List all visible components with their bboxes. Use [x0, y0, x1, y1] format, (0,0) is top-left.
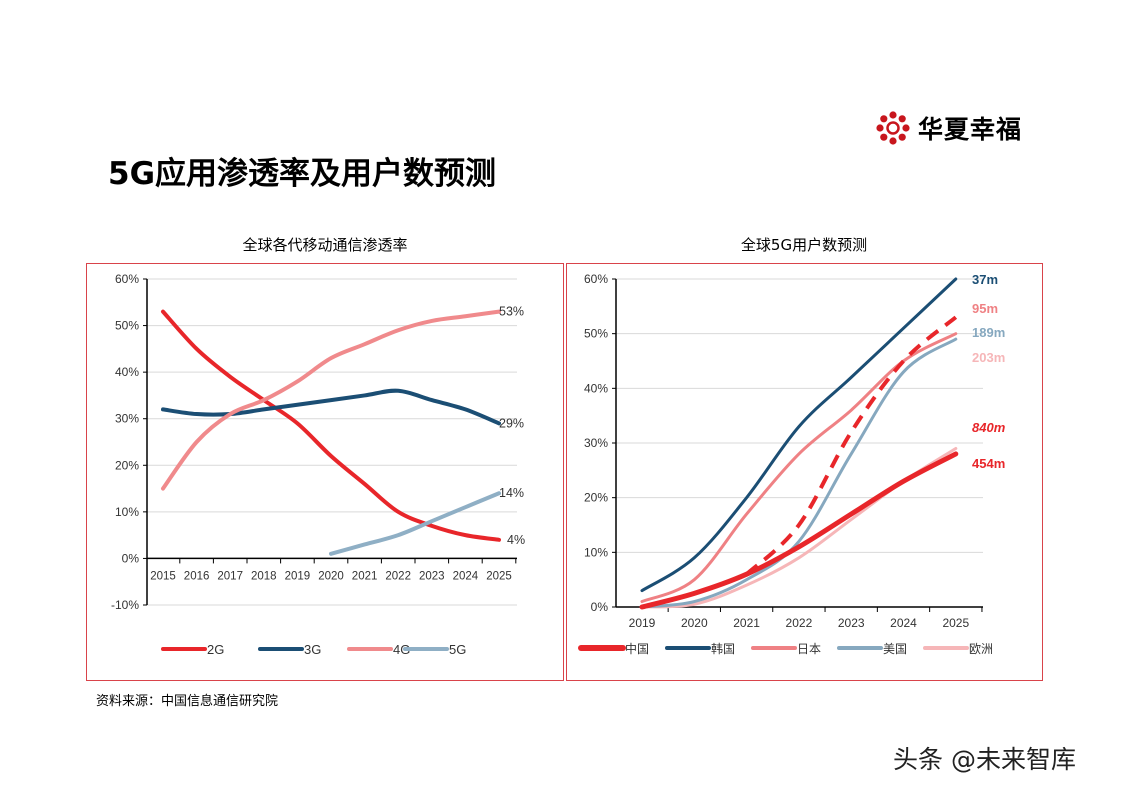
- source-note: 资料来源：中国信息通信研究院: [96, 694, 279, 709]
- series-line-2G: [161, 309, 501, 542]
- x-tick-label: 2017: [217, 570, 243, 582]
- x-tick-label: 2025: [942, 616, 969, 630]
- series-line-5G: [329, 491, 501, 556]
- chart-penetration: -10% 0% 10% 20% 30% 40% 50% 60% 2015 2016 2017 2018…: [86, 263, 564, 681]
- x-tick-label: 2021: [352, 570, 378, 582]
- y-tick-label: 40%: [584, 381, 608, 395]
- y-tick-label: 60%: [115, 272, 139, 286]
- y-tick-label: 50%: [584, 327, 608, 341]
- watermark: 头条 @未来智库: [893, 745, 1076, 774]
- x-tick-label: 2020: [681, 616, 708, 630]
- legend-label-中国: 中国: [625, 641, 649, 656]
- series-line-3G: [161, 388, 501, 426]
- legend-label-日本: 日本: [797, 642, 821, 656]
- end-label: 203m: [972, 350, 1005, 365]
- x-tick-label: 2019: [629, 616, 656, 630]
- x-tick-label: 2022: [786, 616, 813, 630]
- series-line-forecast: [745, 315, 958, 576]
- legend-label-4G: 4G: [393, 642, 410, 657]
- x-tick-label: 2019: [285, 570, 311, 582]
- chart-penetration-svg: -10% 0% 10% 20% 30% 40% 50% 60% 2015 2016 2017 2018…: [111, 272, 525, 657]
- y-tick-label: 10%: [115, 505, 139, 519]
- chart-title-penetration: 全球各代移动通信渗透率: [242, 236, 408, 254]
- x-tick-label: 2020: [318, 570, 344, 582]
- legend-label-2G: 2G: [207, 642, 224, 657]
- series-line-韩国: [640, 277, 958, 593]
- logo: 华夏幸福: [876, 110, 1022, 146]
- legend-label-美国: 美国: [883, 642, 907, 656]
- x-tick-label: 2023: [419, 570, 445, 582]
- chart-5g-users-svg: 0% 10% 20% 30% 40% 50% 60% 2019 2020 2021 2022 2023…: [578, 272, 1006, 656]
- x-tick-label: 2016: [184, 570, 210, 582]
- series-line-美国: [640, 337, 958, 609]
- y-tick-label: 10%: [584, 545, 608, 559]
- x-tick-label: 2024: [890, 616, 917, 630]
- end-label: 14%: [499, 486, 524, 500]
- y-tick-label: 20%: [584, 491, 608, 505]
- logo-flower-icon: [876, 111, 910, 145]
- x-tick-label: 2024: [453, 570, 479, 582]
- page-title: 5G应用渗透率及用户数预测: [108, 156, 497, 192]
- end-label: 53%: [499, 305, 524, 319]
- end-label: 4%: [507, 533, 525, 547]
- logo-text: 华夏幸福: [918, 115, 1023, 144]
- chart-5g-users: 0% 10% 20% 30% 40% 50% 60% 2019 2020 2021 2022 2023…: [566, 263, 1043, 681]
- x-tick-label: 2021: [733, 616, 760, 630]
- end-label: 840m: [972, 420, 1006, 435]
- y-tick-label: 0%: [122, 551, 140, 565]
- legend-label-3G: 3G: [304, 642, 321, 657]
- y-tick-label: 0%: [591, 600, 609, 614]
- y-tick-label: 20%: [115, 458, 139, 472]
- chart-title-5g-users: 全球5G用户数预测: [740, 236, 868, 254]
- y-tick-label: 30%: [115, 412, 139, 426]
- x-tick-label: 2023: [838, 616, 865, 630]
- end-label: 95m: [972, 301, 998, 316]
- end-label: 37m: [972, 272, 998, 287]
- y-tick-label: 50%: [115, 319, 139, 333]
- x-tick-label: 2022: [385, 570, 411, 582]
- series-line-4G: [161, 309, 501, 491]
- legend-label-欧洲: 欧洲: [969, 642, 993, 656]
- end-label: 189m: [972, 325, 1005, 340]
- x-tick-label: 2025: [486, 570, 512, 582]
- series-line-中国: [639, 451, 959, 610]
- y-tick-label: 60%: [584, 272, 608, 286]
- legend-label-5G: 5G: [449, 642, 466, 657]
- end-label: 454m: [972, 456, 1005, 471]
- y-tick-label: 40%: [115, 365, 139, 379]
- y-tick-label: 30%: [584, 436, 608, 450]
- legend-label-韩国: 韩国: [711, 641, 735, 656]
- x-tick-label: 2018: [251, 570, 277, 582]
- y-tick-label: -10%: [111, 598, 139, 612]
- end-label: 29%: [499, 416, 524, 430]
- x-tick-label: 2015: [150, 570, 176, 582]
